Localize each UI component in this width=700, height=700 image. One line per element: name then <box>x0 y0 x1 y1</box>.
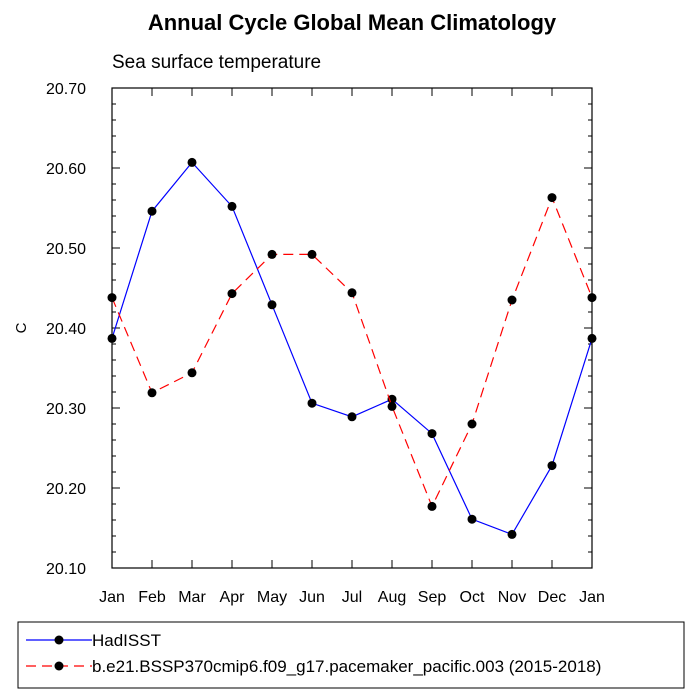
x-tick-label: Jan <box>579 589 605 606</box>
series-2-point <box>387 401 397 411</box>
series-1-point <box>187 157 197 167</box>
x-tick-label: Sep <box>418 589 447 606</box>
y-tick-label: 20.60 <box>46 161 86 178</box>
series-2-point <box>147 388 157 398</box>
y-tick-label: 20.30 <box>46 401 86 418</box>
series-1-point <box>547 461 557 471</box>
series-2-point <box>427 501 437 511</box>
legend: HadISST b.e21.BSSP370cmip6.f09_g17.pacema… <box>26 631 601 676</box>
x-tick-label: Aug <box>378 589 406 606</box>
legend-swatch-marker <box>54 661 64 671</box>
series-1-point <box>467 514 477 524</box>
y-tick-label: 20.70 <box>46 81 86 98</box>
x-tick-label: Feb <box>138 589 166 606</box>
legend-box <box>17 621 685 689</box>
x-tick-labels: Jan Feb Mar Apr May Jun Jul Aug Sep Oct Nov Dec Jan <box>99 589 605 606</box>
series-2-point <box>227 289 237 299</box>
x-tick-label: Nov <box>498 589 526 606</box>
series-line-1 <box>111 161 593 536</box>
series-1-point <box>307 398 317 408</box>
series-1-point <box>227 201 237 211</box>
plot-frame <box>111 87 593 569</box>
x-tick-label: Mar <box>178 589 206 606</box>
x-tick-label: Apr <box>220 589 246 606</box>
series-2-point <box>267 249 277 259</box>
chart-subtitle: Sea surface temperature <box>112 52 321 73</box>
x-tick-label: Jul <box>342 589 362 606</box>
x-tick-label: Jun <box>299 589 325 606</box>
chart-title: Annual Cycle Global Mean Climatology <box>148 10 557 35</box>
series-2-point <box>187 368 197 378</box>
series-line-2 <box>111 195 593 508</box>
series-2-point <box>347 288 357 298</box>
legend-label: b.e21.BSSP370cmip6.f09_g17.pacemaker_pac… <box>92 657 601 676</box>
x-tick-label: Jan <box>99 589 125 606</box>
legend-label: HadISST <box>92 631 161 650</box>
series-group <box>107 157 597 539</box>
y-axis-label: C <box>13 322 30 333</box>
x-tick-label: Oct <box>460 589 485 606</box>
x-tick-label: May <box>257 589 287 606</box>
series-1-point <box>347 412 357 422</box>
legend-swatch-marker <box>54 635 64 645</box>
series-1-point <box>507 529 517 539</box>
series-2-point <box>307 249 317 259</box>
y-tick-label: 20.10 <box>46 561 86 578</box>
series-2-point <box>467 419 477 429</box>
axis-ticks <box>111 87 593 569</box>
series-1-point <box>427 429 437 439</box>
y-tick-label: 20.50 <box>46 241 86 258</box>
series-2-point <box>507 295 517 305</box>
y-tick-labels: 20.10 20.20 20.30 20.40 20.50 20.60 20.70 <box>46 81 86 578</box>
y-tick-label: 20.20 <box>46 481 86 498</box>
x-tick-label: Dec <box>538 589 566 606</box>
series-1-point <box>267 300 277 310</box>
series-1-point <box>147 206 157 216</box>
y-tick-label: 20.40 <box>46 321 86 338</box>
series-2-point <box>547 193 557 203</box>
